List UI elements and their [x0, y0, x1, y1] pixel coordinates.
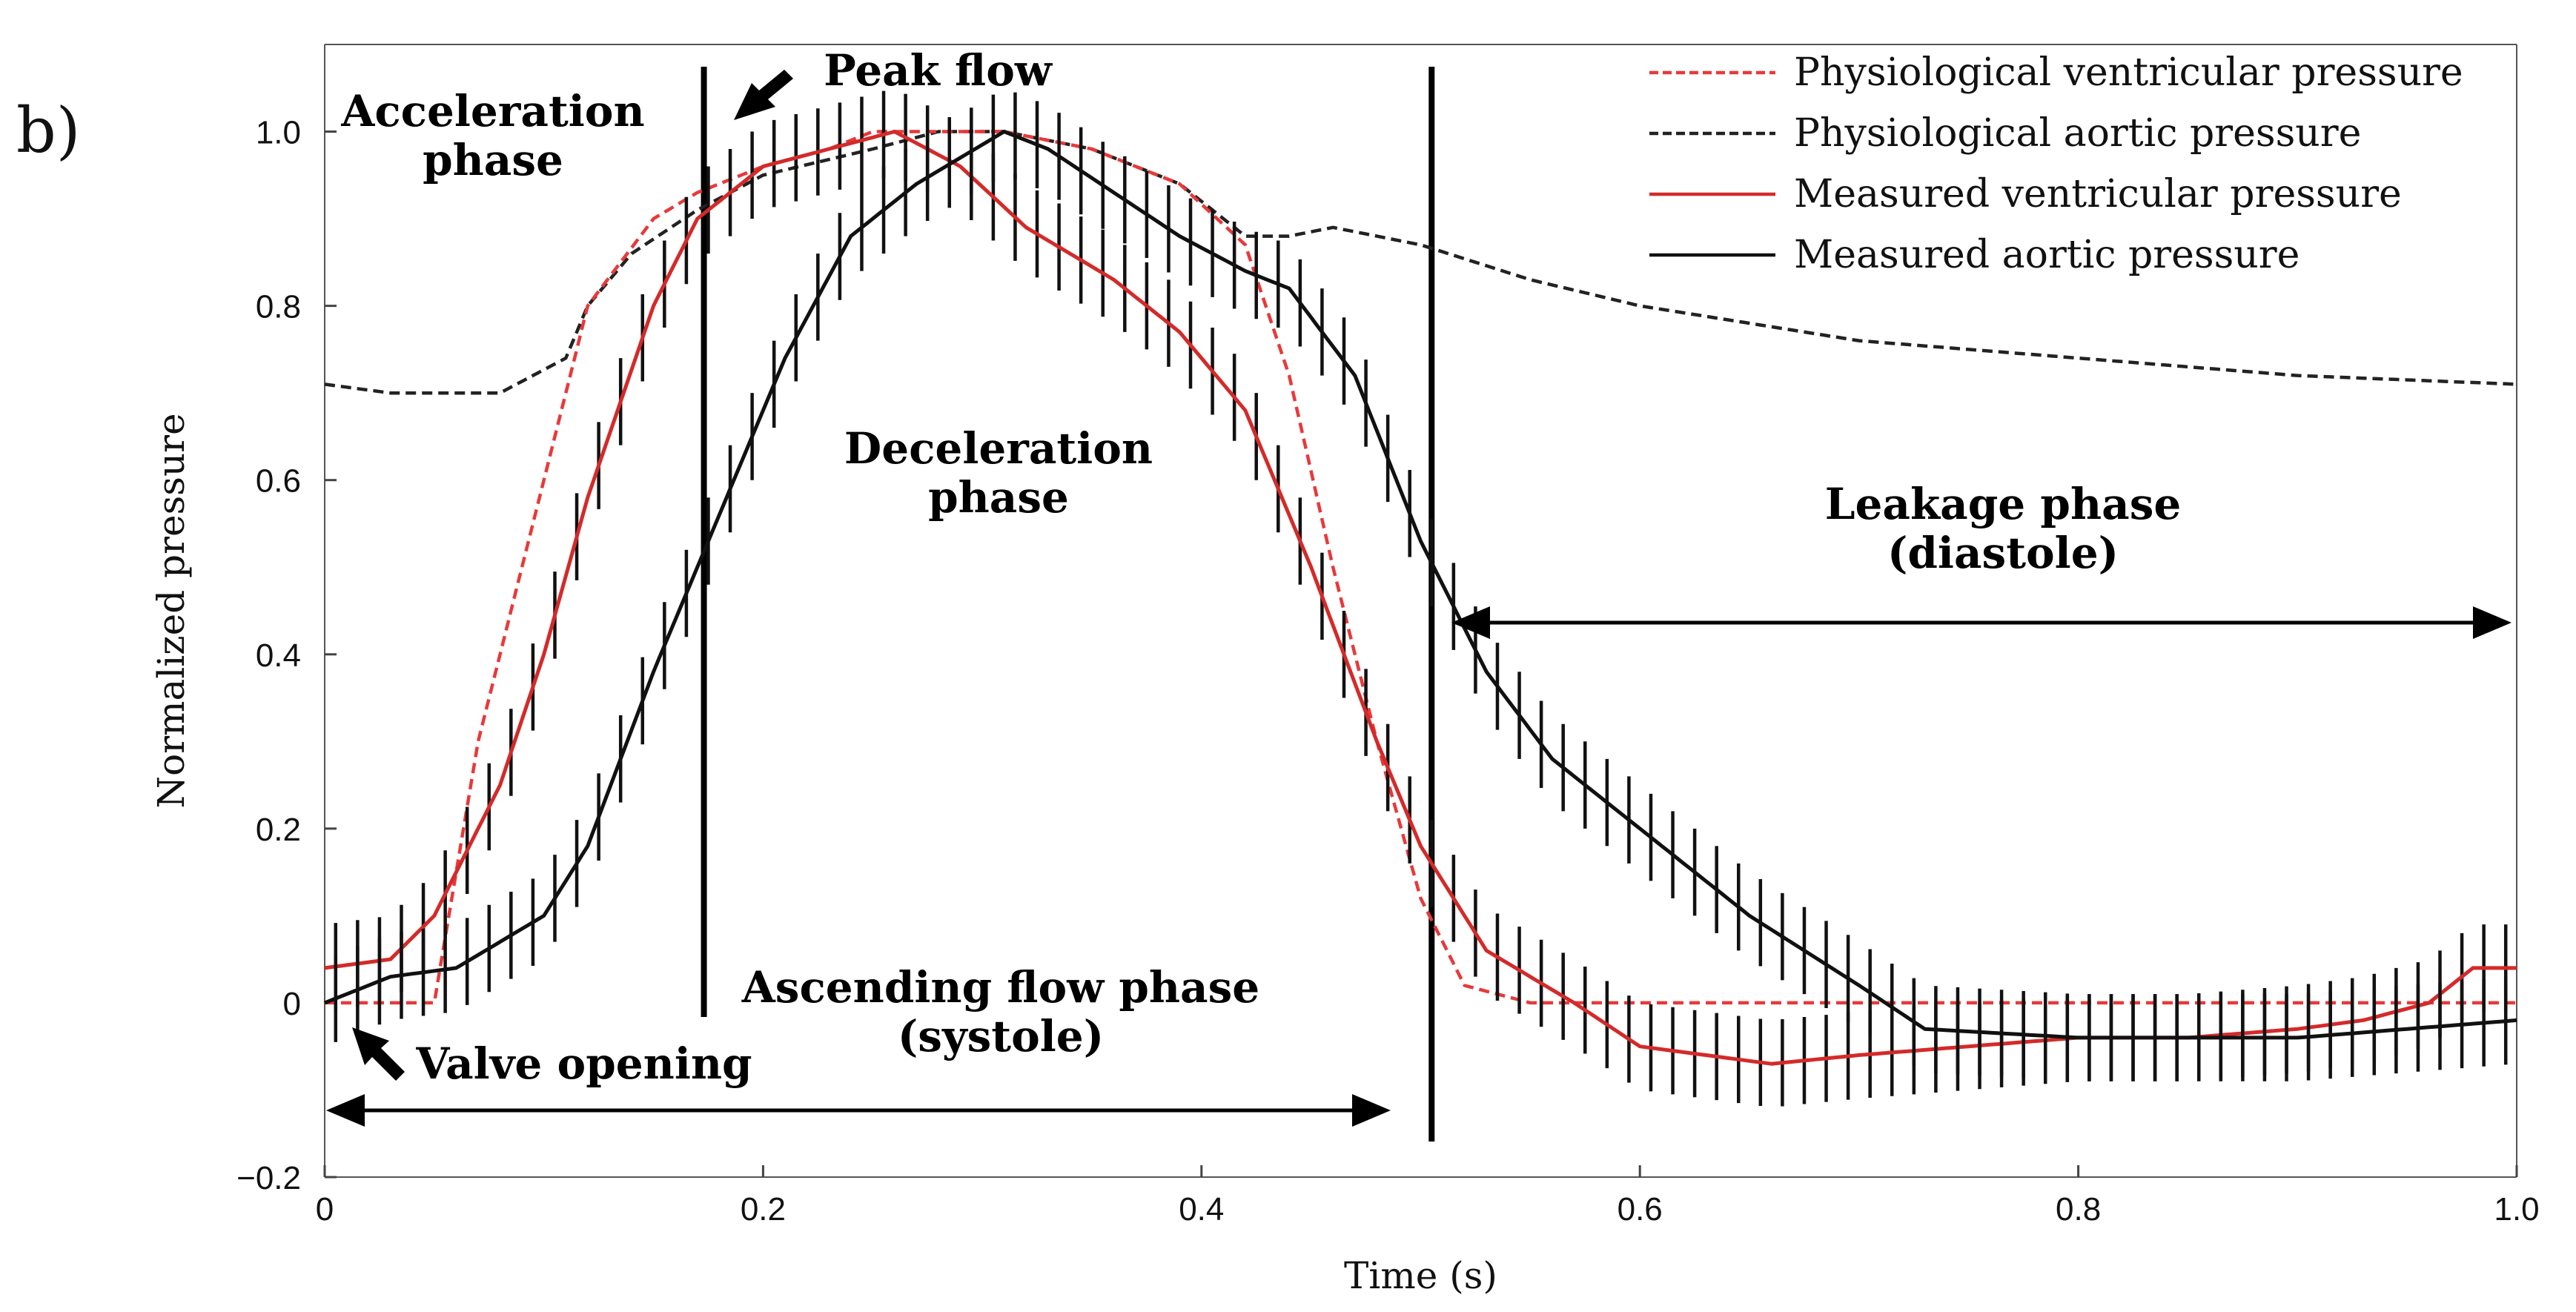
series-measured-aortic-pressure [324, 92, 2517, 1081]
x-tick-label: 0.2 [741, 1191, 786, 1227]
annotation-leakage-phase-line: Leakage phase [1825, 479, 2182, 529]
legend: Physiological ventricular pressure Physio… [1649, 50, 2463, 277]
annotation-valve-opening: Valve opening [415, 1038, 752, 1089]
panel-label: b) [16, 94, 81, 167]
annotation-acceleration-phase: Acceleration phase [340, 86, 644, 185]
annotation-ascending-flow-phase-line: Ascending flow phase [741, 962, 1259, 1013]
series-physiological-aortic-pressure [324, 130, 2517, 395]
diastole-arrow-left-icon [1451, 606, 1490, 639]
legend-label: Physiological aortic pressure [1794, 111, 2361, 156]
legend-label: Measured aortic pressure [1794, 233, 2299, 277]
systole-arrow-right-icon [1352, 1094, 1391, 1127]
annotation-peak-flow: Peak flow [824, 45, 1053, 96]
series-physiological-ventricular-pressure [325, 130, 2517, 1005]
annotation-peak-flow-line: Peak flow [824, 45, 1053, 96]
x-tick-label: 0.6 [1618, 1191, 1663, 1227]
annotation-deceleration-phase-line: phase [928, 472, 1069, 523]
diastole-arrow-right-icon [2473, 606, 2512, 639]
x-tick-label: 1.0 [2494, 1191, 2539, 1227]
y-tick-label: 0.2 [256, 812, 301, 848]
series-line [325, 130, 2517, 1005]
annotation-valve-opening-line: Valve opening [415, 1038, 752, 1089]
series-layer [324, 90, 2517, 1107]
legend-label: Measured ventricular pressure [1794, 172, 2402, 216]
y-tick-label: 0 [283, 986, 301, 1022]
annotation-leakage-phase: Leakage phase (diastole) [1825, 479, 2182, 578]
y-tick-label: −0.2 [236, 1160, 301, 1196]
peak-flow-arrow-icon [734, 70, 793, 120]
annotation-acceleration-phase-line: Acceleration [340, 86, 644, 136]
valve-opening-arrow-icon [352, 1027, 405, 1081]
annotation-ascending-flow-phase: Ascending flow phase (systole) [741, 962, 1259, 1061]
series-line [324, 130, 2517, 395]
x-tick-label: 0.8 [2056, 1191, 2101, 1227]
systole-arrow-left-icon [326, 1094, 365, 1127]
x-tick-label: 0.4 [1179, 1191, 1224, 1227]
y-tick-label: 0.8 [256, 289, 301, 325]
y-tick-label: 0.6 [256, 463, 301, 500]
legend-label: Physiological ventricular pressure [1794, 50, 2463, 95]
x-tick-label: 0 [316, 1191, 334, 1227]
annotation-ascending-flow-phase-line: (systole) [898, 1011, 1104, 1061]
x-axis-label: Time (s) [1344, 1254, 1497, 1297]
annotation-deceleration-phase-line: Deceleration [844, 423, 1153, 474]
y-tick-label: 0.4 [256, 637, 301, 674]
annotation-leakage-phase-line: (diastole) [1887, 528, 2119, 578]
annotation-deceleration-phase: Deceleration phase [844, 423, 1153, 523]
series-line [324, 130, 2517, 1040]
y-tick-label: 1.0 [256, 115, 301, 151]
annotation-acceleration-phase-line: phase [423, 135, 563, 185]
y-axis-label: Normalized pressure [150, 413, 193, 808]
axes: −0.2 0 0.2 0.4 0.6 0.8 1.0 0 0.2 0.4 0.6 0.8 1.0 Time… [150, 44, 2540, 1297]
